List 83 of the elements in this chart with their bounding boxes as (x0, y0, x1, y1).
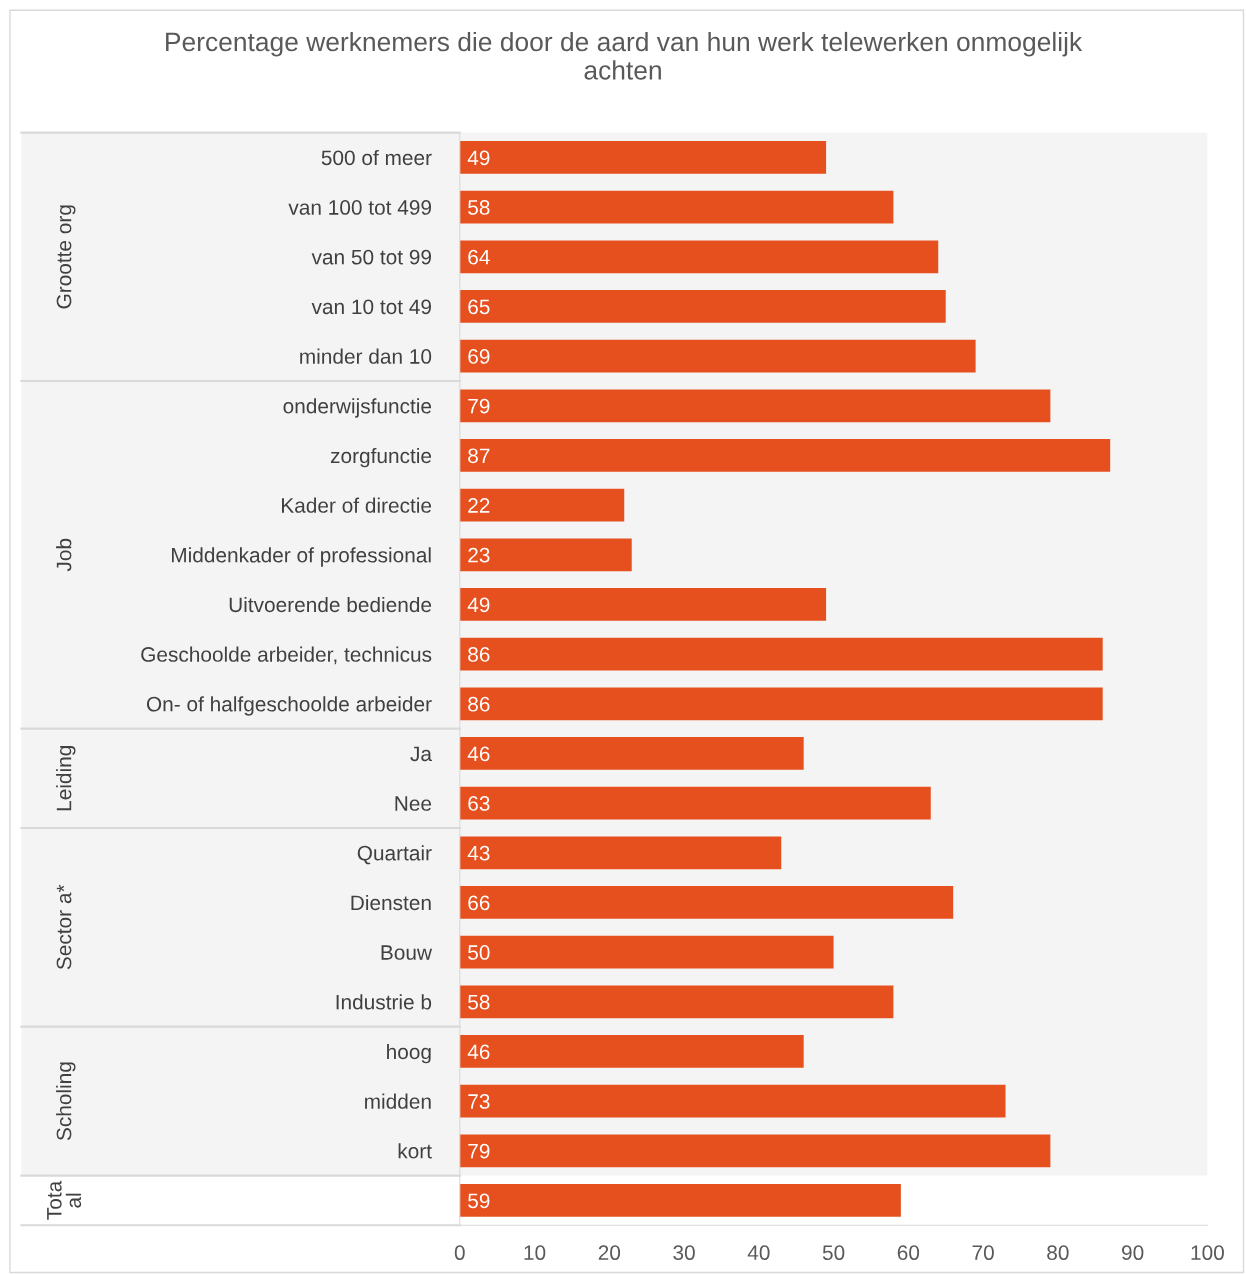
bar (459, 637, 1103, 671)
bar (459, 1184, 901, 1217)
data-label: 49 (467, 597, 490, 613)
data-label: 86 (468, 696, 490, 712)
text: Tota al (47, 1180, 82, 1220)
y-tick-label: 500 of meer (321, 149, 432, 166)
data-label: 66 (468, 895, 490, 911)
x-tick-label: 40 (747, 1245, 770, 1261)
data-label: 65 (468, 299, 490, 315)
band-label: Scholing (56, 1062, 76, 1141)
y-tick-label: Geschoolde arbeider, technicus (141, 646, 432, 665)
data-label: 79 (468, 398, 490, 414)
bar (459, 389, 1051, 423)
data-label: 64 (468, 249, 490, 265)
x-tick-label: 80 (1047, 1245, 1069, 1261)
data-label: 46 (467, 746, 490, 762)
x-tick-label: 60 (897, 1245, 920, 1261)
y-tick-label: Nee (395, 796, 432, 811)
bar (459, 339, 976, 373)
band-label: Sector a* (56, 884, 72, 970)
bar (459, 687, 1103, 721)
y-tick-label: Ja (410, 746, 432, 762)
bar (459, 538, 632, 572)
bar (459, 141, 827, 174)
y-tick-label: Middenkader of professional (172, 547, 431, 567)
data-label: 79 (468, 1143, 490, 1159)
bar (459, 935, 834, 969)
bar (459, 1084, 1006, 1118)
bar (459, 290, 946, 323)
data-label: 58 (468, 200, 490, 215)
bar (459, 786, 931, 820)
bar (459, 488, 625, 522)
x-tick-label: 90 (1122, 1245, 1144, 1261)
data-label: 58 (468, 994, 490, 1010)
data-label: 46 (467, 1044, 490, 1060)
y-tick-label: van 100 tot 499 (288, 200, 432, 215)
x-tick-label: 50 (822, 1245, 845, 1261)
y-tick-label: On- of halfgeschoolde arbeider (146, 696, 432, 716)
chart-title: Percentage werknemers die door de aard van hun werk telewerken onmogelijk achten (166, 31, 1083, 80)
data-label: 86 (468, 647, 490, 662)
data-label: 50 (468, 945, 490, 960)
data-label: 73 (468, 1094, 490, 1109)
bar (459, 588, 827, 621)
data-label: 49 (467, 150, 490, 166)
band-label: Job (56, 538, 72, 572)
y-tick-label: Kader of directie (282, 497, 432, 513)
data-label: 63 (468, 796, 490, 811)
bar (459, 1035, 804, 1068)
y-tick-label: van 10 tot 49 (311, 299, 432, 315)
y-tick-label: Quartair (357, 845, 432, 865)
bar (459, 737, 804, 770)
y-tick-label: Industrie b (336, 994, 432, 1010)
y-tick-label: midden (365, 1093, 431, 1109)
data-label: 87 (468, 448, 490, 464)
data-label: 59 (468, 1193, 490, 1209)
y-tick-label: van 50 tot 99 (311, 249, 432, 265)
band-label: Grootte org (56, 205, 76, 309)
y-tick-label: hoog (387, 1043, 431, 1064)
data-label: 69 (468, 349, 490, 364)
data-label: 43 (467, 845, 490, 861)
bar (459, 439, 1111, 472)
y-tick-label: Bouw (381, 945, 433, 960)
y-tick-label: minder dan 10 (300, 348, 432, 364)
y-tick-label: Diensten (351, 894, 431, 911)
x-tick-label: 30 (673, 1245, 695, 1261)
bar (459, 985, 894, 1019)
y-tick-label: Uitvoerende bediende (229, 596, 432, 613)
band-label: Leiding (56, 746, 76, 811)
data-label: 23 (468, 547, 490, 563)
x-tick-label: 70 (972, 1245, 994, 1261)
x-tick-label: 100 (1191, 1245, 1224, 1261)
bar (459, 190, 894, 224)
y-tick-label: kort (398, 1143, 432, 1159)
y-tick-label: zorgfunctie (330, 447, 432, 468)
bar (459, 1134, 1051, 1168)
y-tick-label: onderwijsfunctie (283, 398, 432, 418)
x-tick-label: 0 (454, 1245, 465, 1261)
bar (459, 240, 939, 274)
x-tick-label: 10 (524, 1245, 546, 1261)
bar (459, 886, 954, 919)
data-label: 22 (468, 498, 490, 513)
x-tick-label: 20 (598, 1245, 621, 1261)
bar (459, 836, 782, 870)
